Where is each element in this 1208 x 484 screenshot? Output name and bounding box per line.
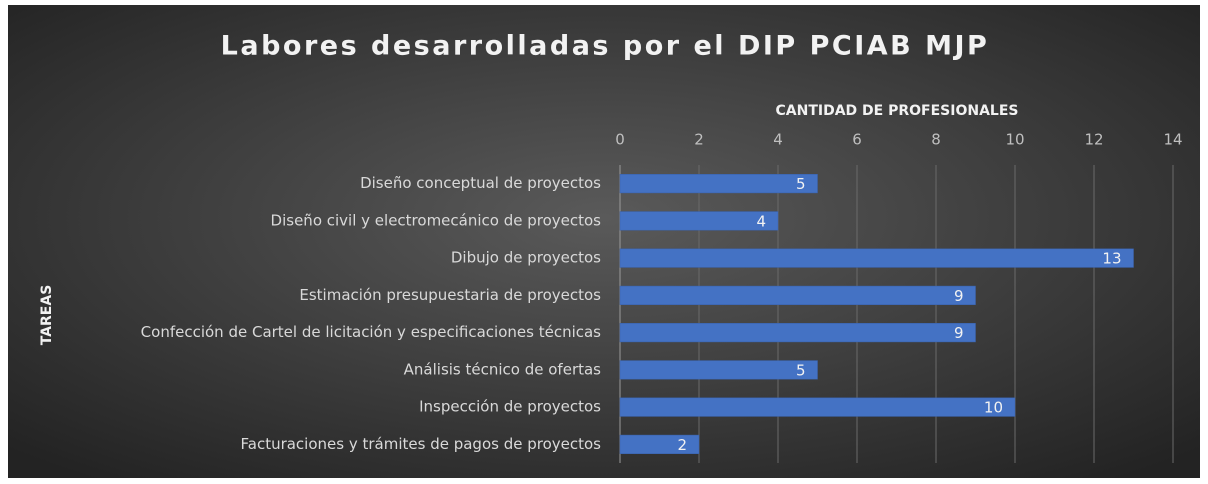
data-label: 13: [1102, 250, 1121, 268]
data-label: 10: [984, 399, 1003, 417]
y-tick-label: Análisis técnico de ofertas: [404, 360, 602, 378]
bar: [619, 323, 976, 343]
data-label: 9: [954, 287, 964, 305]
y-axis-title: TAREAS: [39, 285, 55, 346]
data-label: 5: [796, 361, 806, 379]
bar: [619, 248, 1134, 268]
x-tick-label: 14: [1163, 131, 1182, 149]
bar: [619, 211, 779, 231]
y-tick-label: Diseño civil y electromecánico de proyec…: [271, 211, 602, 229]
x-tick-label: 4: [773, 131, 783, 149]
x-tick-label: 10: [1005, 131, 1024, 149]
y-tick-label: Confección de Cartel de licitación y esp…: [141, 323, 602, 341]
data-label: 5: [796, 175, 806, 193]
bar: [619, 360, 818, 380]
data-label: 4: [756, 212, 766, 230]
y-tick-label: Inspección de proyectos: [419, 398, 601, 416]
bar: [619, 434, 700, 454]
bar: [619, 174, 818, 194]
data-label: 9: [954, 324, 964, 342]
x-tick-label: 6: [852, 131, 862, 149]
x-tick-label: 2: [694, 131, 704, 149]
chart-background: [8, 5, 1200, 478]
bar: [619, 397, 1016, 417]
bar: [619, 285, 976, 305]
y-tick-label: Facturaciones y trámites de pagos de pro…: [241, 435, 602, 453]
x-tick-label: 0: [615, 131, 625, 149]
chart-title: Labores desarrolladas por el DIP PCIAB M…: [221, 31, 990, 62]
y-tick-label: Estimación presupuestaria de proyectos: [299, 286, 601, 304]
x-tick-label: 12: [1084, 131, 1103, 149]
x-axis-title: CANTIDAD DE PROFESIONALES: [776, 103, 1019, 119]
data-label: 2: [677, 436, 687, 454]
y-tick-label: Diseño conceptual de proyectos: [360, 174, 601, 192]
y-tick-label: Dibujo de proyectos: [451, 249, 601, 267]
x-tick-label: 8: [931, 131, 941, 149]
